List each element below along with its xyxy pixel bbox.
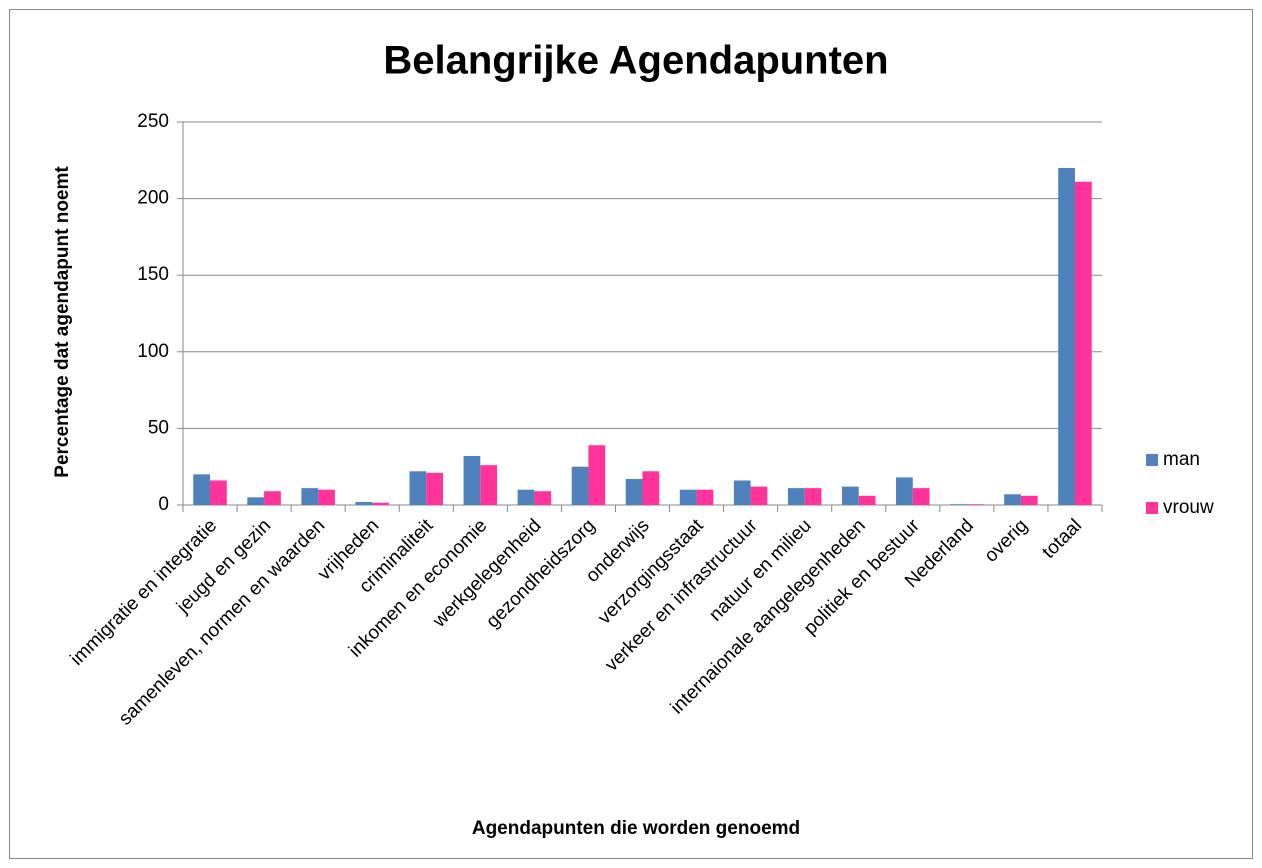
bar bbox=[247, 497, 265, 505]
y-tick-label: 200 bbox=[137, 188, 169, 209]
bar bbox=[301, 488, 319, 505]
bar bbox=[517, 489, 535, 505]
bar bbox=[571, 466, 589, 505]
bar bbox=[1058, 167, 1075, 505]
bar bbox=[463, 455, 481, 505]
bar bbox=[696, 489, 714, 505]
bar bbox=[804, 488, 822, 505]
y-tick-label: 250 bbox=[137, 111, 169, 132]
legend-label: vrouw bbox=[1163, 497, 1214, 518]
y-tick-label: 50 bbox=[148, 417, 169, 438]
chart-border bbox=[9, 9, 1253, 859]
bar bbox=[896, 477, 913, 505]
legend-swatch bbox=[1146, 502, 1158, 514]
bar bbox=[409, 471, 427, 505]
bar bbox=[733, 480, 751, 505]
bar bbox=[1020, 495, 1038, 505]
legend-label: man bbox=[1163, 449, 1200, 470]
bar bbox=[210, 480, 227, 505]
y-tick-label: 0 bbox=[158, 494, 169, 515]
bar bbox=[355, 501, 373, 505]
bar bbox=[588, 445, 606, 505]
x-axis-title: Agendapunten die worden genoemd bbox=[472, 818, 800, 839]
bar bbox=[426, 472, 444, 505]
bar bbox=[787, 488, 805, 505]
bar bbox=[950, 504, 967, 505]
bar bbox=[480, 465, 498, 505]
bar bbox=[642, 471, 660, 505]
bar bbox=[318, 489, 335, 505]
y-axis-title: Percentage dat agendapunt noemt bbox=[52, 166, 73, 478]
y-tick-label: 150 bbox=[137, 264, 169, 285]
bar bbox=[264, 491, 281, 505]
y-tick-label: 100 bbox=[137, 341, 169, 362]
bar bbox=[1004, 494, 1021, 505]
bar bbox=[750, 486, 768, 505]
bar bbox=[193, 474, 211, 505]
bar bbox=[679, 489, 697, 505]
legend-swatch bbox=[1146, 454, 1158, 466]
chart-title: Belangrijke Agendapunten bbox=[383, 39, 888, 83]
bar bbox=[858, 495, 876, 505]
bar bbox=[372, 502, 389, 505]
bar bbox=[1074, 181, 1092, 506]
bar bbox=[912, 488, 930, 505]
bar bbox=[534, 491, 552, 505]
bar bbox=[841, 486, 859, 505]
bar bbox=[625, 478, 643, 505]
bar bbox=[966, 504, 984, 505]
